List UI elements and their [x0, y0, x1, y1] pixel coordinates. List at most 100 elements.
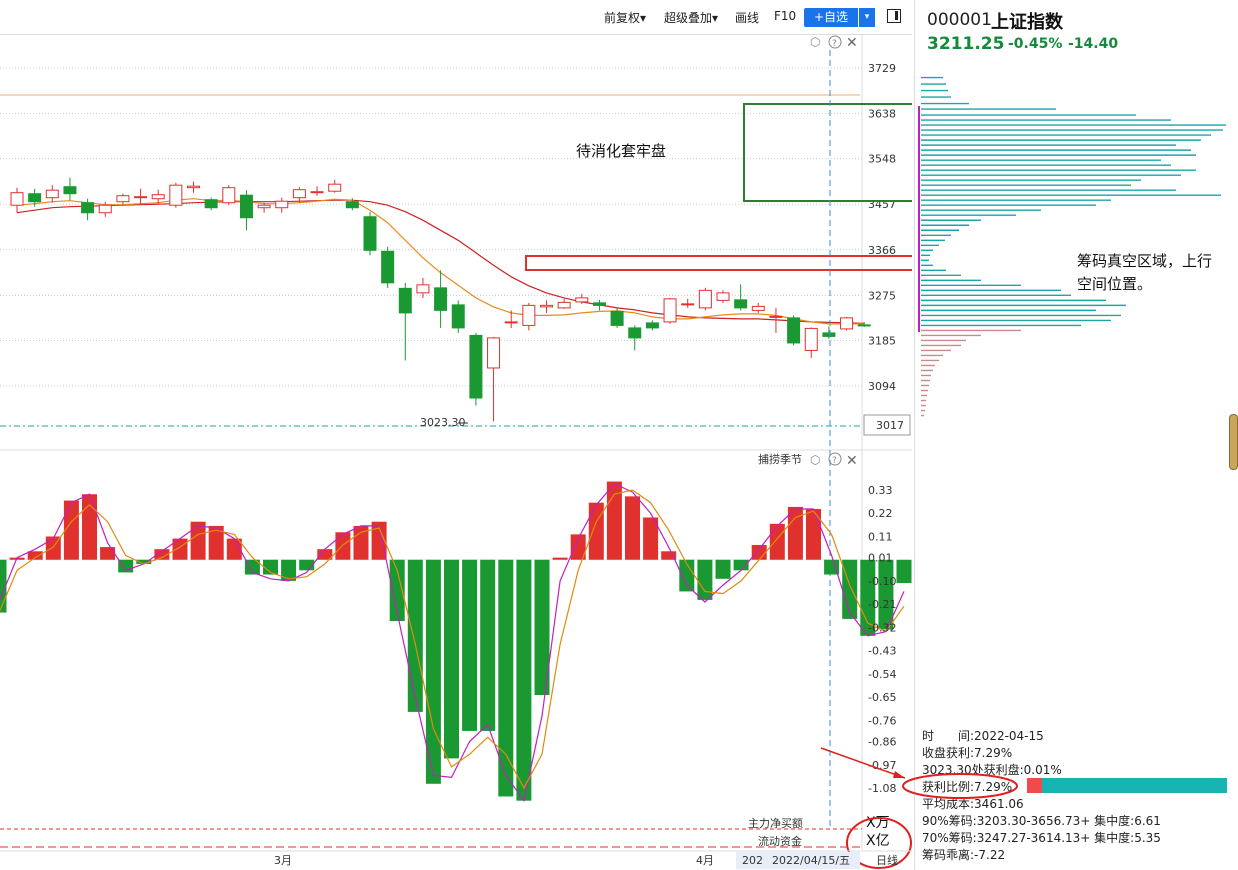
scroll-handle[interactable] [1229, 414, 1238, 470]
candle-up [310, 191, 324, 194]
profit-ratio-highlight [902, 773, 1018, 799]
help-icon[interactable] [828, 35, 842, 49]
settings-icon[interactable]: ⬡ [810, 35, 820, 49]
indicator-tick-label: -0.32 [868, 621, 896, 634]
candle-down [28, 193, 42, 203]
indicator-bar-positive [643, 517, 659, 560]
indicator-bar-negative [516, 559, 532, 801]
candle-down [81, 202, 95, 214]
info-deviation: 筹码乖离:-7.22 [922, 848, 1006, 862]
indicator-bar-negative [534, 559, 550, 696]
candle-up [222, 187, 236, 204]
close-icon[interactable]: ✕ [846, 35, 858, 51]
overlay-dropdown[interactable]: 超级叠加▾ [664, 11, 719, 25]
flow-unit: X亿 [866, 833, 890, 849]
indicator-tick-label: -0.54 [868, 668, 896, 681]
crosshair-date: 2022/04/15/五 [772, 854, 850, 867]
date-tag-bg [736, 852, 860, 869]
indicator-bar-negative [299, 559, 315, 571]
candle-up [187, 185, 200, 189]
indicator-bar-negative [0, 559, 7, 613]
candle-up [522, 304, 536, 326]
chip-bars [921, 76, 1226, 417]
indicator-bar-negative [389, 559, 405, 622]
current-price-label: 3017 [876, 419, 904, 432]
candle-up [257, 204, 271, 209]
f10-button[interactable]: F10 [774, 9, 797, 23]
indicator-bar-negative [281, 559, 297, 581]
month-label-march: 3月 [274, 854, 292, 867]
date-prefix: 202 [742, 854, 763, 867]
indicator-bar-negative [244, 559, 260, 575]
flow-label: 流动资金 [758, 834, 802, 848]
flow-unit-highlight [846, 817, 912, 869]
indicator-bar-negative [480, 559, 496, 731]
draw-line-button[interactable]: 画线 [735, 11, 760, 25]
candle-up [698, 289, 712, 309]
indicator-tick-label: -1.08 [868, 782, 896, 795]
candle-down [363, 216, 377, 251]
indicator-bar-positive [317, 549, 333, 560]
candle-down [451, 304, 465, 329]
indicator-bar-negative [824, 559, 840, 575]
info-70-chips: 70%筹码:3247.27-3614.13+ 集中度:5.35 [922, 831, 1161, 845]
watchlist-dropdown-button[interactable]: ▾ [859, 8, 875, 27]
indicator-tick-label: 0.01 [868, 552, 893, 565]
indicator-bars [0, 481, 912, 801]
indicator-bar-positive [208, 525, 224, 560]
indicator-tick-label: 0.22 [868, 507, 893, 520]
close-icon[interactable]: ✕ [846, 453, 858, 469]
candle-down [734, 299, 748, 309]
annotation-arrow [820, 747, 906, 779]
indicator-bar-positive [27, 551, 43, 560]
candle-up [575, 297, 589, 303]
indicator-bar-negative [462, 559, 478, 731]
info-90-chips: 90%筹码:3203.30-3656.73+ 集中度:6.61 [922, 814, 1161, 828]
svg-text:?: ? [832, 456, 837, 466]
candle-down [204, 199, 218, 209]
period-label[interactable]: 日线 [876, 853, 898, 867]
candle-up [804, 327, 818, 351]
indicator-bar-negative [444, 559, 459, 759]
chip-panel: 000001 上证指数 3211.25 -0.45% -14.40 筹码真空区域… [820, 0, 1238, 870]
indicator-tick-label: -0.65 [868, 691, 896, 704]
indicator-title: 捕捞季节 [758, 452, 802, 466]
indicator-bar-positive [226, 538, 242, 560]
candle-up [10, 192, 24, 206]
annotation-arrow-layer [820, 747, 1018, 799]
candle-down [381, 250, 395, 284]
indicator-bar-negative [697, 559, 713, 600]
indicator-tick-label: -0.97 [868, 759, 896, 772]
candle-down [857, 324, 871, 327]
indicator-bar-negative [263, 559, 278, 575]
chart-toolbar: 前复权▾ 超级叠加▾ 画线 F10 +自选 ▾ [0, 0, 912, 35]
indicator-bar-negative [498, 559, 514, 797]
indicator-bar-positive [154, 549, 170, 560]
candle-up [169, 184, 183, 206]
adjust-dropdown[interactable]: 前复权▾ [604, 11, 647, 25]
price-tick-label: 3366 [868, 244, 896, 257]
candle-down [610, 310, 624, 326]
main-panel-icons: ⬡ ? ✕ [810, 35, 858, 51]
help-icon[interactable] [828, 452, 842, 466]
info-profit-ratio: 获利比例:7.29% [922, 780, 1013, 794]
indicator-bar-positive [371, 521, 387, 560]
indicator-bar-positive [63, 500, 79, 560]
add-watchlist-button[interactable]: +自选 [804, 8, 858, 27]
candle-down [434, 287, 448, 311]
profit-ratio-bar [1027, 778, 1227, 793]
settings-icon[interactable]: ⬡ [810, 453, 820, 467]
indicator-bar-positive [787, 506, 803, 560]
candle-down [822, 332, 836, 337]
layout-toggle-icon[interactable] [887, 9, 901, 23]
month-label-april: 4月 [696, 854, 714, 867]
indicator-line-k [0, 482, 905, 803]
indicator-bar-positive [806, 509, 821, 560]
indicator-bar-positive [190, 521, 206, 560]
indicator-tick-label: -0.10 [868, 575, 896, 588]
indicator-bar-positive [552, 557, 568, 560]
price-tick-label: 3548 [868, 153, 896, 166]
candle-up [751, 305, 765, 311]
